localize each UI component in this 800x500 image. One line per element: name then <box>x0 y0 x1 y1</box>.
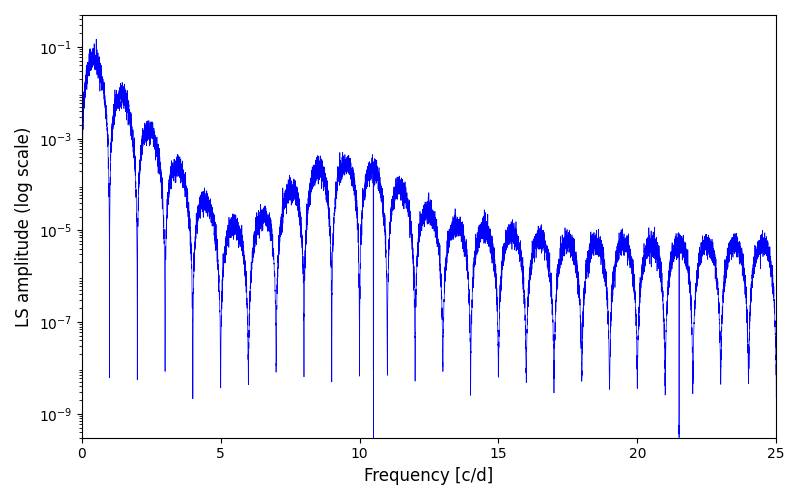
Y-axis label: LS amplitude (log scale): LS amplitude (log scale) <box>15 126 33 326</box>
X-axis label: Frequency [c/d]: Frequency [c/d] <box>364 467 494 485</box>
